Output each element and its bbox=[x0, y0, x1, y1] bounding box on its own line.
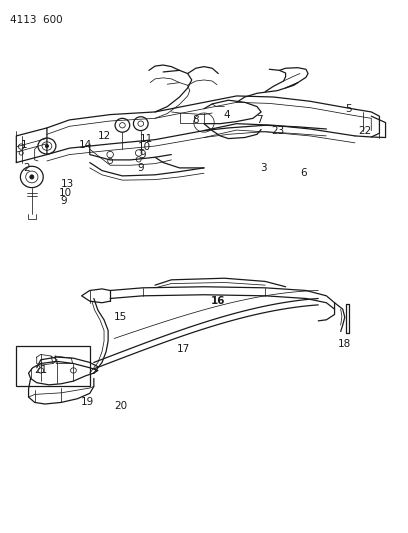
Text: 23: 23 bbox=[271, 126, 284, 135]
Text: 3: 3 bbox=[260, 163, 266, 173]
Text: 8: 8 bbox=[193, 115, 199, 125]
Text: 17: 17 bbox=[177, 344, 190, 354]
Text: 10: 10 bbox=[138, 142, 151, 151]
Text: 9: 9 bbox=[140, 150, 146, 159]
Text: 4: 4 bbox=[223, 110, 230, 119]
Text: 7: 7 bbox=[256, 115, 262, 125]
Text: 1: 1 bbox=[21, 140, 28, 150]
Bar bbox=[16, 346, 90, 386]
Text: 15: 15 bbox=[114, 312, 127, 322]
Text: 11: 11 bbox=[140, 134, 153, 143]
Text: 22: 22 bbox=[359, 126, 372, 135]
Text: 13: 13 bbox=[61, 179, 74, 189]
Text: 5: 5 bbox=[346, 104, 352, 114]
Text: 20: 20 bbox=[114, 401, 127, 411]
Text: 6: 6 bbox=[301, 168, 307, 178]
Text: 21: 21 bbox=[34, 366, 47, 375]
Text: 10: 10 bbox=[59, 188, 72, 198]
Text: 14: 14 bbox=[79, 140, 92, 150]
Text: 4113  600: 4113 600 bbox=[10, 15, 63, 25]
Text: 16: 16 bbox=[211, 296, 226, 306]
Text: 9: 9 bbox=[60, 197, 67, 206]
Text: 9: 9 bbox=[137, 163, 144, 173]
Text: 19: 19 bbox=[81, 398, 94, 407]
Ellipse shape bbox=[30, 175, 34, 179]
Ellipse shape bbox=[45, 144, 49, 148]
Text: 2: 2 bbox=[23, 163, 30, 173]
Text: 18: 18 bbox=[338, 339, 351, 349]
Text: 12: 12 bbox=[98, 131, 111, 141]
